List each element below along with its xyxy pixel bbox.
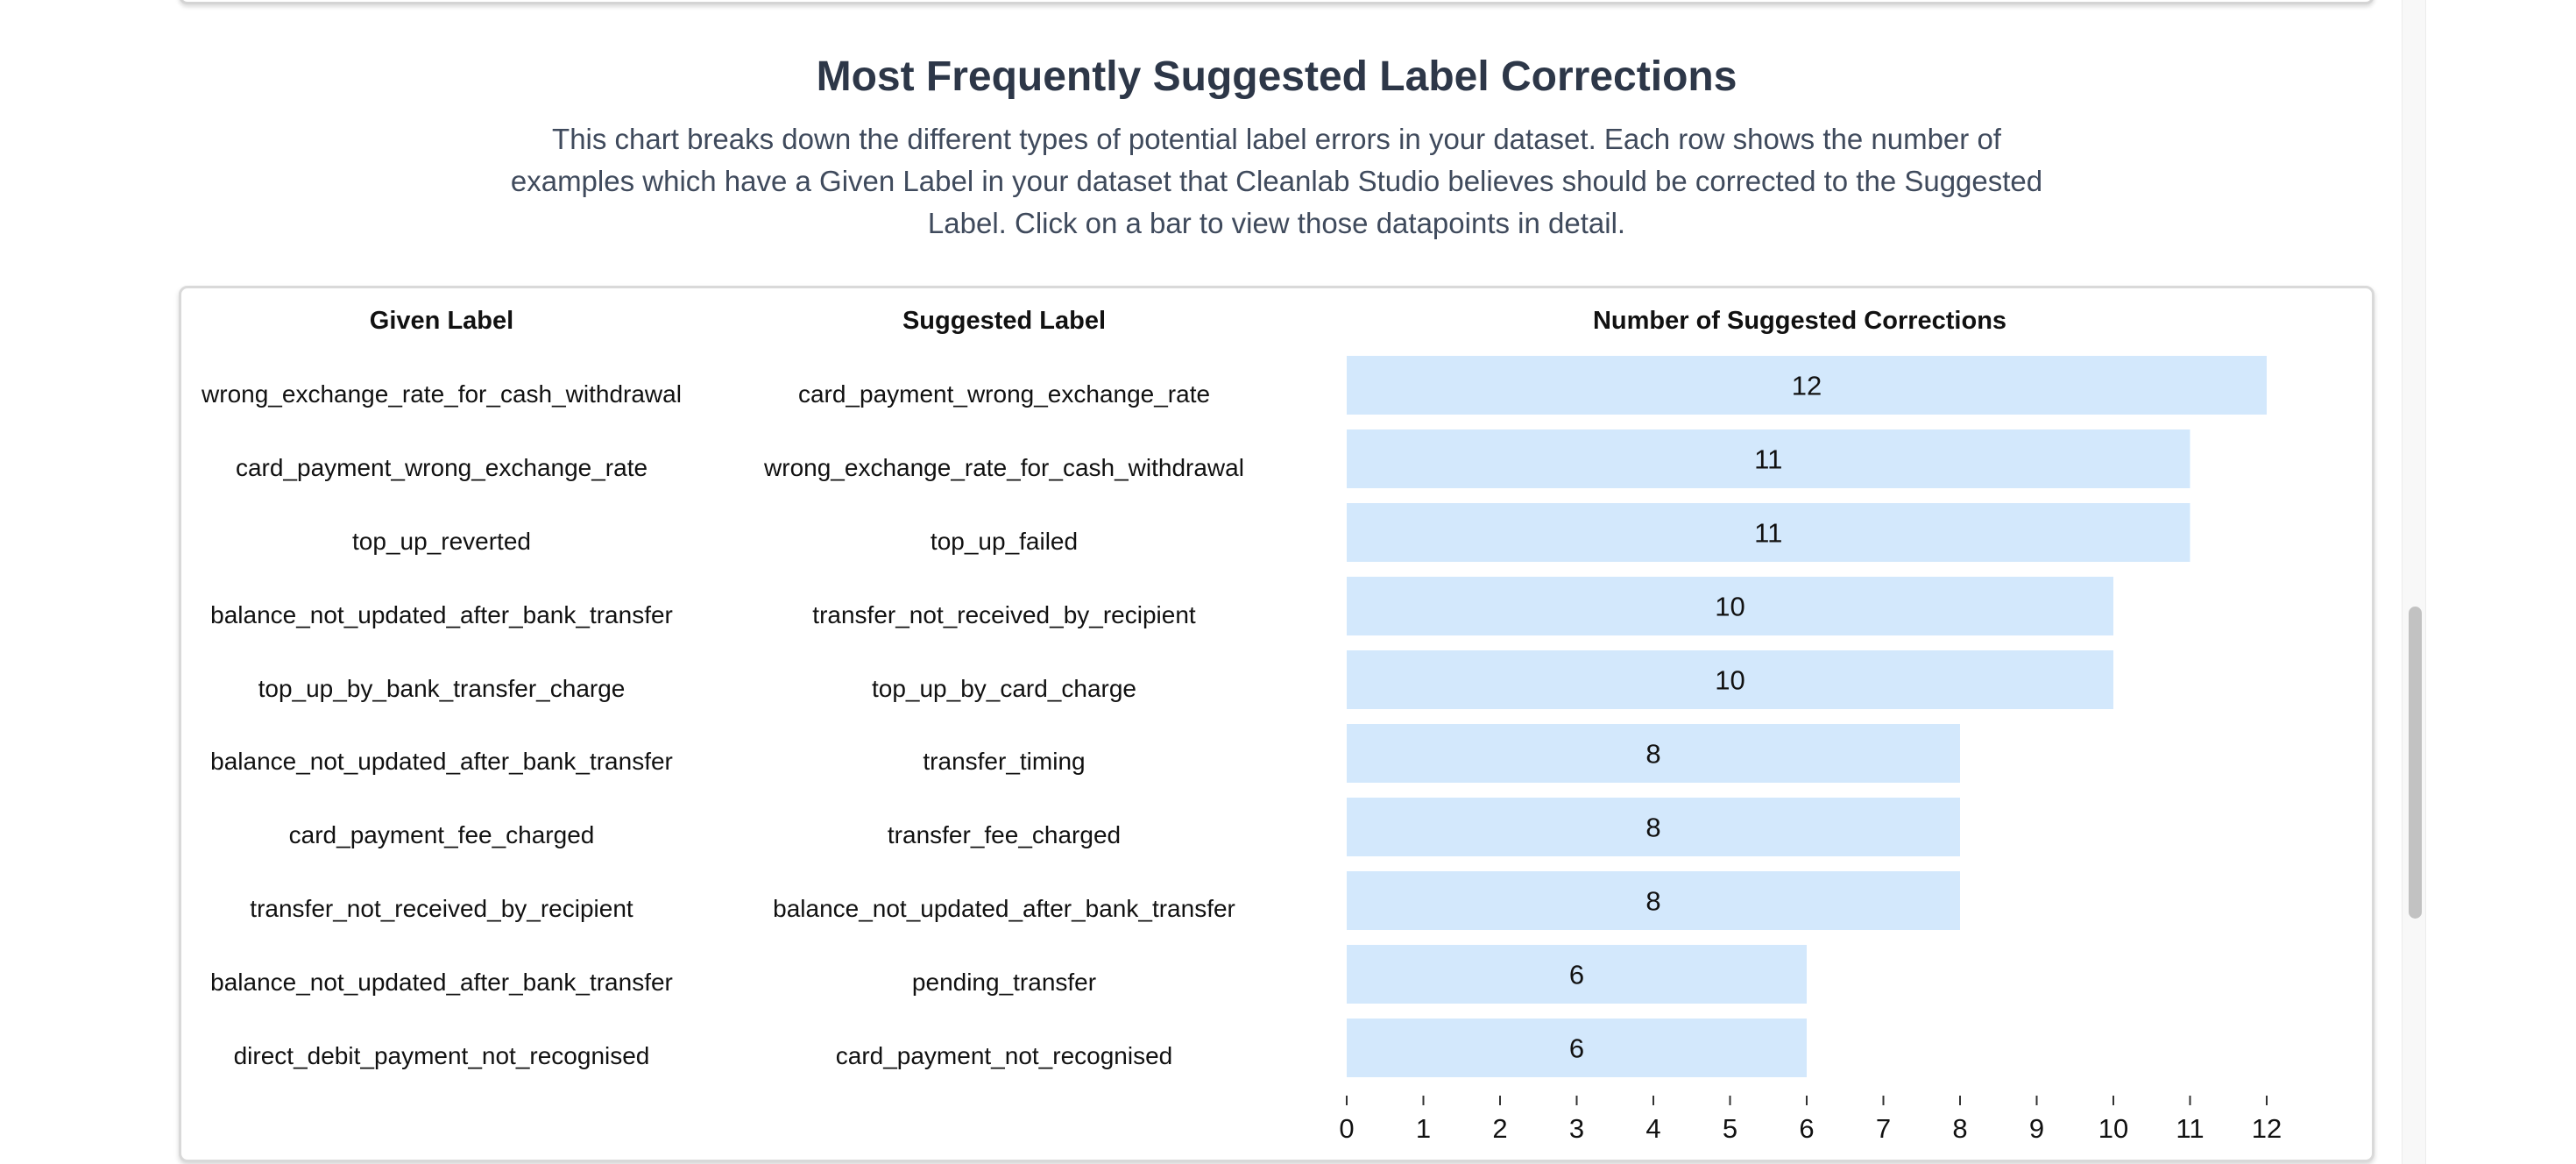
suggested-label-cell: pending_transfer bbox=[911, 969, 1097, 996]
x-axis-tick-label: 11 bbox=[2176, 1113, 2204, 1144]
x-axis-tick-label: 1 bbox=[1416, 1113, 1431, 1144]
suggested-label-cell: top_up_by_card_charge bbox=[871, 675, 1136, 702]
x-axis-tick-label: 7 bbox=[1876, 1113, 1891, 1144]
suggested-label-cell: transfer_timing bbox=[923, 748, 1086, 775]
bar-value-label[interactable]: 8 bbox=[1645, 739, 1660, 770]
correction-bar[interactable] bbox=[1347, 503, 2190, 562]
section-description: This chart breaks down the different typ… bbox=[510, 123, 2043, 239]
suggested-label-cell: wrong_exchange_rate_for_cash_withdrawal bbox=[764, 454, 1244, 481]
section-title: Most Frequently Suggested Label Correcti… bbox=[816, 53, 1737, 100]
correction-bar[interactable] bbox=[1347, 429, 2190, 488]
given-label-cell: transfer_not_received_by_recipient bbox=[250, 895, 633, 922]
given-label-header: Given Label bbox=[369, 307, 514, 335]
x-axis-tick-label: 9 bbox=[2029, 1113, 2044, 1144]
suggested-label-header: Suggested Label bbox=[902, 307, 1107, 335]
suggested-label-cell: card_payment_wrong_exchange_rate bbox=[797, 380, 1211, 408]
given-label-cell: top_up_reverted bbox=[352, 528, 531, 555]
bar-value-label[interactable]: 10 bbox=[1715, 665, 1744, 696]
correction-bar[interactable] bbox=[1347, 356, 2267, 415]
correction-bar[interactable] bbox=[1347, 724, 1960, 783]
scrollbar-track[interactable] bbox=[2402, 0, 2426, 1164]
correction-bar[interactable] bbox=[1347, 1018, 1807, 1077]
bar-value-label[interactable]: 8 bbox=[1645, 886, 1660, 917]
bar-value-label[interactable]: 11 bbox=[1754, 444, 1782, 475]
x-axis-tick-label: 12 bbox=[2252, 1113, 2282, 1144]
correction-bar[interactable] bbox=[1347, 577, 2113, 635]
x-axis-tick-label: 2 bbox=[1492, 1113, 1507, 1144]
x-axis-tick-label: 4 bbox=[1645, 1113, 1660, 1144]
bar-value-label[interactable]: 11 bbox=[1754, 518, 1782, 549]
x-axis-tick-label: 5 bbox=[1723, 1113, 1737, 1144]
correction-bar[interactable] bbox=[1347, 871, 1960, 930]
x-axis-tick-label: 3 bbox=[1569, 1113, 1584, 1144]
bar-value-label[interactable]: 10 bbox=[1715, 592, 1744, 622]
suggested-label-cell: transfer_not_received_by_recipient bbox=[812, 601, 1196, 628]
x-axis-tick-label: 6 bbox=[1799, 1113, 1814, 1144]
given-label-cell: card_payment_wrong_exchange_rate bbox=[235, 454, 648, 481]
x-axis-tick-label: 0 bbox=[1339, 1113, 1354, 1144]
x-axis-tick-label: 8 bbox=[1952, 1113, 1967, 1144]
bar-value-label[interactable]: 12 bbox=[1792, 371, 1822, 401]
given-label-cell: balance_not_updated_after_bank_transfer bbox=[210, 969, 673, 996]
corrections-chart-title: Number of Suggested Corrections bbox=[1592, 307, 2007, 335]
suggested-label-cell: balance_not_updated_after_bank_transfer bbox=[773, 895, 1235, 922]
given-label-cell: card_payment_fee_charged bbox=[288, 821, 595, 848]
given-label-cell: top_up_by_bank_transfer_charge bbox=[258, 675, 626, 702]
correction-bar[interactable] bbox=[1347, 798, 1960, 856]
correction-bar[interactable] bbox=[1347, 945, 1807, 1004]
bar-value-label[interactable]: 6 bbox=[1569, 960, 1584, 990]
given-label-cell: balance_not_updated_after_bank_transfer bbox=[210, 748, 673, 775]
suggested-label-cell: transfer_fee_charged bbox=[887, 821, 1122, 848]
given-label-cell: balance_not_updated_after_bank_transfer bbox=[210, 601, 673, 628]
bar-value-label[interactable]: 6 bbox=[1569, 1033, 1584, 1064]
correction-bar[interactable] bbox=[1347, 650, 2113, 709]
given-label-cell: direct_debit_payment_not_recognised bbox=[233, 1042, 650, 1069]
given-label-cell: wrong_exchange_rate_for_cash_withdrawal bbox=[202, 380, 682, 408]
suggested-label-cell: card_payment_not_recognised bbox=[835, 1042, 1173, 1069]
suggested-label-cell: top_up_failed bbox=[930, 528, 1079, 555]
x-axis-tick-label: 10 bbox=[2098, 1113, 2128, 1144]
scrollbar-thumb[interactable] bbox=[2409, 607, 2422, 919]
bar-value-label[interactable]: 8 bbox=[1645, 813, 1660, 843]
